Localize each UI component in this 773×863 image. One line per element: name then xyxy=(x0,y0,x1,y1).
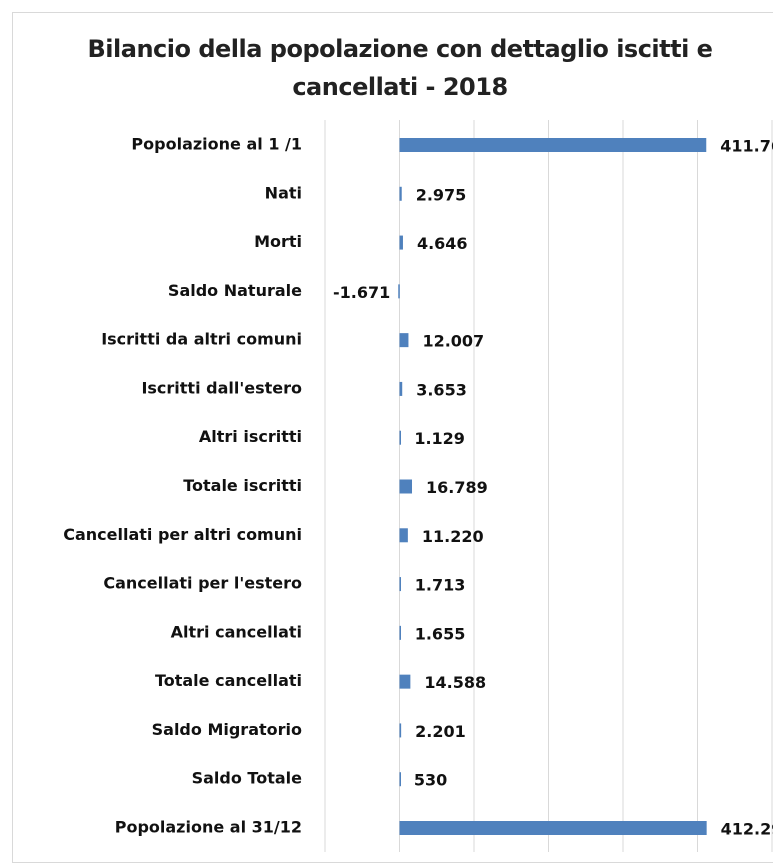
bar xyxy=(399,381,403,396)
bar xyxy=(399,138,707,152)
data-label: 4.646 xyxy=(417,234,468,253)
bar xyxy=(398,284,400,299)
data-label: 3.653 xyxy=(416,380,467,399)
data-label: 2.975 xyxy=(416,185,467,204)
data-label: 411.762 xyxy=(720,137,773,156)
y-tick-label: Altri iscritti xyxy=(199,427,302,446)
bar xyxy=(399,577,401,592)
data-label: 2.201 xyxy=(415,722,466,741)
data-label: 1.655 xyxy=(415,624,466,643)
data-label: 1.129 xyxy=(414,429,465,448)
y-tick-label: Saldo Totale xyxy=(192,769,303,788)
y-tick-label: Cancellati per l'estero xyxy=(103,574,302,593)
bar xyxy=(399,723,402,738)
bar xyxy=(399,625,401,640)
y-tick-label: Saldo Migratorio xyxy=(152,720,302,739)
data-label: 12.007 xyxy=(422,332,484,351)
y-tick-label: Totale iscritti xyxy=(183,476,302,495)
y-tick-label: Popolazione al 1 /1 xyxy=(131,135,302,154)
y-tick-label: Popolazione al 31/12 xyxy=(115,818,302,837)
data-label: 1.713 xyxy=(415,576,466,595)
y-tick-label: Altri cancellati xyxy=(171,622,302,641)
bar xyxy=(399,235,403,250)
data-label: 14.588 xyxy=(424,673,486,692)
bar xyxy=(399,772,401,787)
y-tick-label: Iscritti dall'estero xyxy=(141,378,302,397)
bar xyxy=(399,479,413,494)
bar xyxy=(399,528,408,543)
bar xyxy=(399,333,409,348)
y-tick-label: Morti xyxy=(254,232,302,251)
y-tick-label: Cancellati per altri comuni xyxy=(63,525,302,544)
y-tick-label: Nati xyxy=(265,183,302,202)
y-tick-label: Saldo Naturale xyxy=(168,281,302,300)
bar xyxy=(399,430,401,445)
bar xyxy=(399,821,707,835)
data-label: 16.789 xyxy=(426,478,488,497)
data-label: -1.671 xyxy=(333,283,390,302)
data-label: 530 xyxy=(414,771,447,790)
bar xyxy=(399,674,411,689)
bar xyxy=(399,186,402,201)
y-tick-label: Iscritti da altri comuni xyxy=(101,330,302,349)
y-tick-label: Totale cancellati xyxy=(155,671,302,690)
chart-title: Bilancio della popolazione con dettaglio… xyxy=(87,35,713,101)
data-label: 11.220 xyxy=(422,527,484,546)
data-label: 412.292 xyxy=(721,820,773,839)
